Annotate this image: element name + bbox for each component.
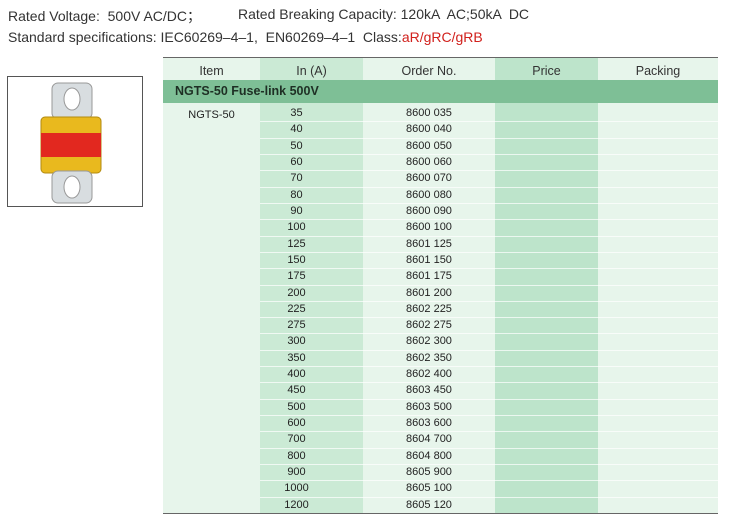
order-cell: 8602 350 [406, 351, 452, 364]
column-header: Price [532, 64, 561, 78]
row-separator [260, 121, 718, 123]
order-cell: 8605 100 [406, 482, 452, 495]
current-cell: 1200 [284, 498, 309, 511]
current-cell: 400 [287, 368, 306, 381]
row-separator [260, 284, 718, 286]
row-separator [260, 398, 718, 400]
order-cell: 8601 125 [406, 237, 452, 250]
row-separator [260, 186, 718, 188]
order-cell: 8601 175 [406, 270, 452, 283]
order-cell: 8604 800 [406, 449, 452, 462]
order-cell: 8603 450 [406, 384, 452, 397]
order-cell: 8602 225 [406, 302, 452, 315]
order-cell: 8600 070 [406, 172, 452, 185]
row-separator [260, 219, 718, 221]
col-in [260, 58, 363, 514]
current-cell: 700 [287, 433, 306, 446]
column-header: In (A) [296, 64, 327, 78]
current-cell: 500 [287, 400, 306, 413]
row-separator [260, 382, 718, 384]
standards: Standard specifications: IEC60269–4–1, E… [8, 29, 483, 45]
row-separator [260, 317, 718, 319]
row-separator [260, 300, 718, 302]
column-header: Item [199, 64, 224, 78]
order-cell: 8602 275 [406, 319, 452, 332]
current-cell: 40 [290, 123, 303, 136]
voltage: Rated Voltage: 500V AC/DC； [8, 8, 201, 24]
current-cell: 300 [287, 335, 306, 348]
row-separator [260, 333, 718, 335]
row-separator [260, 268, 718, 270]
current-cell: 50 [290, 139, 303, 152]
order-cell: 8600 050 [406, 139, 452, 152]
current-cell: 80 [290, 188, 303, 201]
item-cell: NGTS-50 [188, 109, 235, 121]
col-order [363, 58, 495, 514]
bottom-rule [163, 513, 718, 514]
col-price [495, 58, 598, 514]
row-separator [260, 431, 718, 433]
order-cell: 8600 090 [406, 204, 452, 217]
order-cell: 8600 040 [406, 123, 452, 136]
order-cell: 8602 400 [406, 368, 452, 381]
row-separator [260, 153, 718, 155]
row-separator [260, 447, 718, 449]
current-cell: 900 [287, 466, 306, 479]
current-cell: 35 [290, 107, 303, 119]
current-cell: 100 [287, 221, 306, 234]
column-header: Order No. [401, 64, 457, 78]
order-cell: 8603 500 [406, 400, 452, 413]
order-cell: 8600 100 [406, 221, 452, 234]
column-header: Packing [635, 64, 681, 78]
current-cell: 125 [287, 237, 306, 250]
row-separator [260, 235, 718, 237]
top-rule [163, 57, 718, 58]
order-cell: 8600 035 [406, 107, 452, 119]
order-cell: 8601 200 [406, 286, 452, 299]
order-cell: 8603 600 [406, 417, 452, 430]
order-cell: 8602 300 [406, 335, 452, 348]
row-separator [260, 251, 718, 253]
row-separator [260, 496, 718, 498]
current-cell: 1000 [284, 482, 309, 495]
order-cell: 8600 060 [406, 155, 452, 168]
col-item [163, 58, 260, 514]
order-cell: 8604 700 [406, 433, 452, 446]
current-cell: 200 [287, 286, 306, 299]
standards-text: Standard specifications: IEC60269–4–1, E… [8, 29, 402, 45]
row-separator [260, 202, 718, 204]
order-cell: 8600 080 [406, 188, 452, 201]
row-separator [260, 349, 718, 351]
fuse-drawing [40, 82, 102, 204]
current-cell: 70 [290, 172, 303, 185]
current-cell: 60 [290, 155, 303, 168]
row-separator [260, 137, 718, 139]
col-packing [598, 58, 718, 514]
product-image [7, 76, 143, 207]
current-cell: 600 [287, 417, 306, 430]
current-cell: 175 [287, 270, 306, 283]
current-cell: 225 [287, 302, 306, 315]
row-separator [260, 480, 718, 482]
order-cell: 8605 120 [406, 498, 452, 511]
order-cell: 8601 150 [406, 253, 452, 266]
row-separator [260, 366, 718, 368]
row-separator [260, 464, 718, 466]
current-cell: 275 [287, 319, 306, 332]
current-cell: 800 [287, 449, 306, 462]
row-separator [260, 415, 718, 417]
current-cell: 150 [287, 253, 306, 266]
current-cell: 90 [290, 204, 303, 217]
section-row: NGTS-50 Fuse-link 500V [163, 80, 718, 103]
current-cell: 350 [287, 351, 306, 364]
capacity: Rated Breaking Capacity: 120kA AC;50kA D… [238, 6, 530, 22]
class: aR/gRC/gRB [401, 29, 483, 45]
current-cell: 450 [287, 384, 306, 397]
order-cell: 8605 900 [406, 466, 452, 479]
row-separator [260, 170, 718, 172]
